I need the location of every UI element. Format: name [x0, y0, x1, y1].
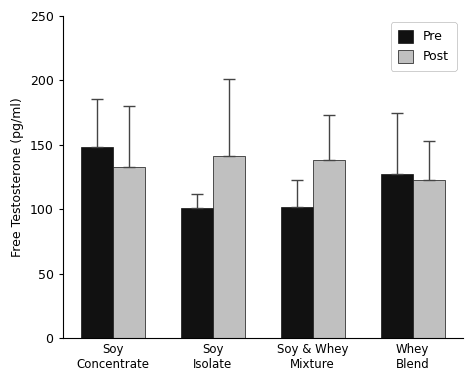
Bar: [413, 180, 445, 338]
Y-axis label: Free Testosterone (pg/ml): Free Testosterone (pg/ml): [11, 97, 24, 257]
Bar: [181, 208, 213, 338]
Legend: Pre, Post: Pre, Post: [391, 23, 456, 71]
Bar: [381, 175, 413, 338]
Bar: [313, 160, 345, 338]
Bar: [281, 207, 313, 338]
Bar: [113, 167, 145, 338]
Bar: [81, 147, 113, 338]
Bar: [213, 157, 245, 338]
